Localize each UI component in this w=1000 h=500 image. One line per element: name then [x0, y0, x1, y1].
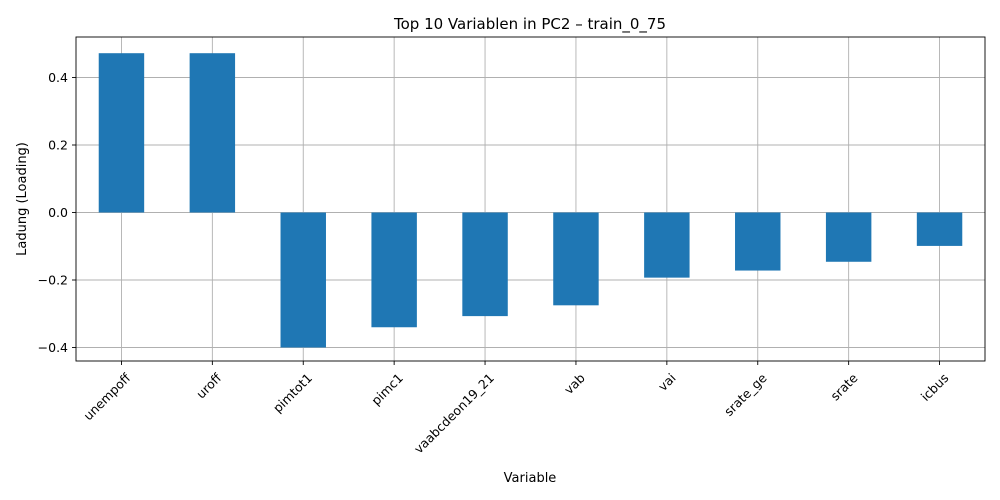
y-axis: −0.4 −0.2 0.0 0.2 0.4 [38, 70, 76, 355]
bar [825, 212, 872, 262]
bar [189, 53, 236, 213]
y-tick-label: −0.4 [38, 340, 68, 355]
x-axis: unempoff uroff pimtot1 pimc1 vaabcdeon19_21 v… [80, 361, 951, 456]
x-tick-label: vai [655, 370, 679, 394]
x-tick-label: pimc1 [368, 370, 406, 408]
x-tick-label: icbus [918, 370, 952, 404]
y-tick-label: 0.2 [48, 138, 68, 153]
bar [462, 212, 508, 317]
bar [280, 212, 326, 348]
bar [553, 212, 599, 306]
plot-frame [75, 36, 986, 362]
bars [98, 53, 963, 348]
y-axis-label: Ladung (Loading) [15, 142, 30, 256]
bar [371, 212, 417, 328]
x-tick-label: srate [827, 370, 860, 403]
x-tick-label: unempoff [80, 370, 133, 423]
x-axis-label: Variable [504, 471, 557, 486]
x-tick-label: pimtot1 [270, 370, 315, 415]
y-tick-label: 0.0 [48, 205, 68, 220]
x-tick-label: vaabcdeon19_21 [411, 370, 497, 456]
y-tick-label: 0.4 [48, 70, 68, 85]
x-tick-label: uroff [193, 370, 224, 401]
bar [644, 212, 690, 278]
x-tick-label: vab [561, 370, 588, 397]
x-tick-label: srate_ge [721, 370, 770, 419]
y-tick-label: −0.2 [38, 273, 68, 288]
bar [916, 212, 963, 246]
chart-title: Top 10 Variablen in PC2 – train_0_75 [393, 15, 666, 34]
bar [735, 212, 781, 271]
bar [98, 53, 145, 213]
